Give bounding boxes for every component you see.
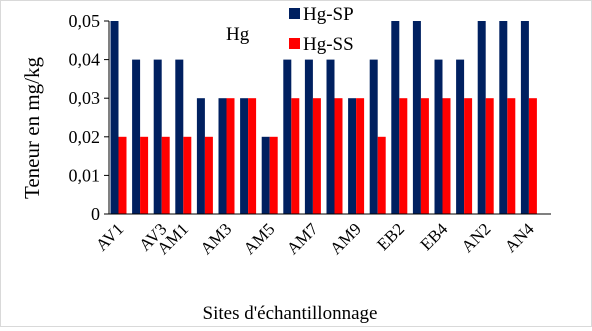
x-tick-label: AN2 [458, 219, 495, 256]
bar-hg-sp-am8 [326, 59, 335, 214]
bar-hg-ss-eb4 [442, 98, 451, 214]
bar-hg-sp-am3 [218, 98, 227, 214]
x-tick-label: AV1 [92, 219, 127, 254]
y-tick-label: 0,05 [69, 11, 101, 31]
bar-hg-ss-am5 [269, 136, 278, 214]
x-tick-label: AM9 [326, 219, 365, 258]
x-tick-label: AM3 [197, 219, 236, 258]
bar-hg-sp-av1 [110, 21, 119, 214]
bar-hg-sp-an2 [477, 21, 486, 214]
legend-label-hg-ss: Hg-SS [303, 34, 354, 55]
bars-group [110, 21, 537, 214]
bar-hg-ss-an1 [464, 98, 473, 214]
axes-group [108, 21, 551, 215]
bar-hg-sp-an3 [499, 21, 508, 214]
x-tick-label: EB2 [373, 219, 408, 254]
y-tick-label: 0,03 [69, 88, 101, 108]
x-tick-label: AM7 [283, 219, 322, 258]
x-tick-label: EB4 [417, 219, 452, 254]
y-axis-label: Teneur en mg/kg [20, 57, 44, 199]
bar-hg-ss-av2 [140, 136, 149, 214]
legend-label-hg-sp: Hg-SP [303, 4, 354, 25]
bar-hg-ss-am6 [291, 98, 300, 214]
bar-hg-sp-eb4 [434, 59, 443, 214]
bar-hg-sp-av2 [132, 59, 141, 214]
bar-hg-sp-am9 [348, 98, 357, 214]
y-tick-label: 0,02 [69, 127, 101, 147]
bar-hg-ss-am7 [312, 98, 321, 214]
bar-hg-sp-av3 [153, 59, 162, 214]
y-tick-label: 0 [91, 204, 100, 224]
bar-hg-ss-an4 [528, 98, 537, 214]
bar-hg-ss-am3 [226, 98, 235, 214]
bar-hg-ss-av3 [161, 136, 170, 214]
bar-hg-ss-am8 [334, 98, 343, 214]
x-tick-label: AN4 [501, 219, 538, 256]
bar-hg-ss-eb2 [399, 98, 408, 214]
bar-hg-ss-am9 [356, 98, 365, 214]
bar-hg-sp-eb2 [391, 21, 400, 214]
x-tick-label: AM5 [240, 219, 279, 258]
bar-hg-ss-an3 [507, 98, 516, 214]
legend: Hg-SP Hg-SS [289, 4, 354, 55]
bar-hg-ss-av1 [118, 136, 127, 214]
bar-hg-ss-am1 [183, 136, 192, 214]
legend-swatch-hg-sp [289, 8, 300, 19]
bar-hg-ss-am2 [204, 136, 213, 214]
x-axis-label: Sites d'échantillonnage [203, 303, 378, 324]
bar-hg-ss-eb1 [377, 136, 386, 214]
bar-hg-ss-eb3 [420, 98, 429, 214]
bar-hg-sp-am2 [196, 98, 205, 214]
bar-hg-sp-am6 [283, 59, 292, 214]
bar-hg-sp-am5 [261, 136, 270, 214]
bar-hg-sp-eb3 [412, 21, 421, 214]
legend-swatch-hg-ss [289, 38, 300, 49]
chart-title: Hg [226, 24, 250, 45]
bar-hg-sp-am4 [240, 98, 249, 214]
bar-hg-sp-am7 [304, 59, 313, 214]
y-tick-label: 0,01 [69, 165, 101, 185]
y-tick-label: 0,04 [69, 50, 101, 70]
bar-hg-sp-am1 [175, 59, 184, 214]
bar-hg-sp-an4 [520, 21, 529, 214]
y-tick-labels: 0 0,01 0,02 0,03 0,04 0,05 [69, 11, 109, 224]
bar-hg-ss-am4 [248, 98, 257, 214]
bar-hg-sp-an1 [456, 59, 465, 214]
bar-hg-sp-eb1 [369, 59, 378, 214]
bar-hg-ss-an2 [485, 98, 494, 214]
